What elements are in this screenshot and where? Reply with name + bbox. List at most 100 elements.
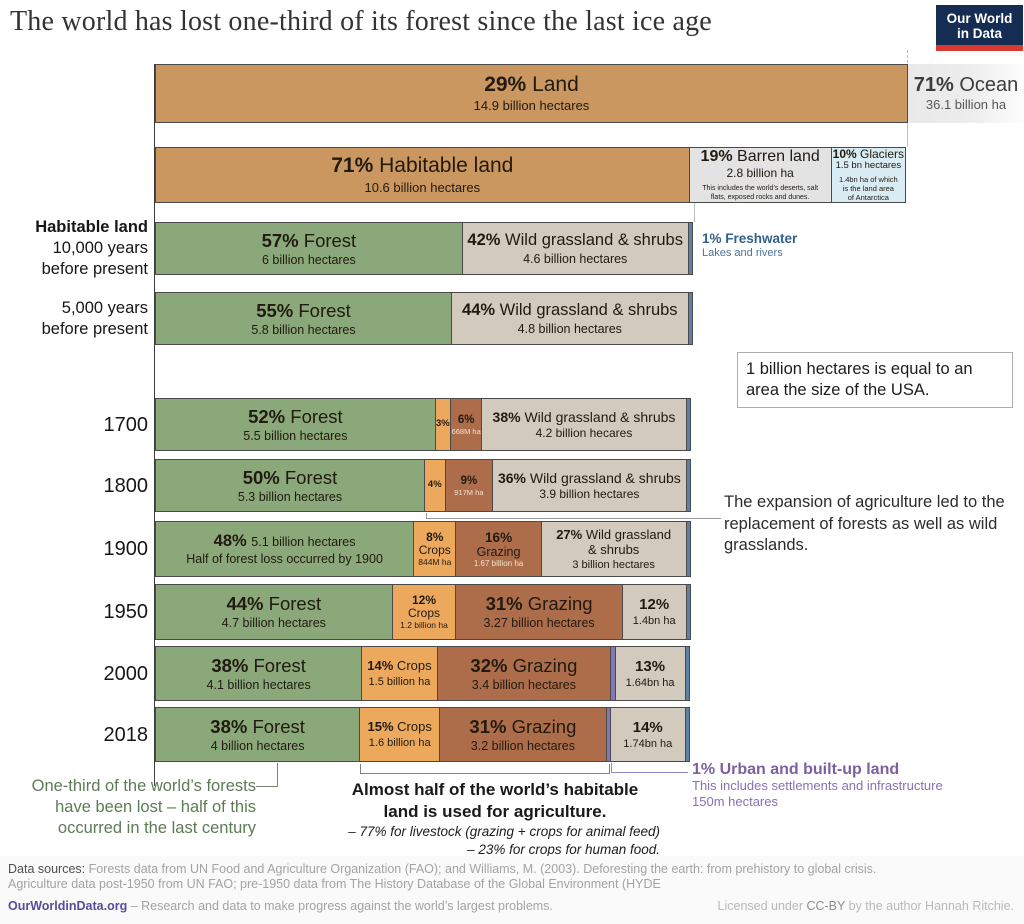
segment-line: 4.6 billion hectares <box>523 251 628 266</box>
segment-line: 52% Forest <box>248 405 343 427</box>
segment-line: 48% 5.1 billion hectares <box>213 531 356 550</box>
habitable-half-bullet: – 23% for crops for human food. <box>467 841 660 857</box>
expansion-note: The expansion of agriculture led to the … <box>724 493 1005 554</box>
urban-note: 1% Urban and built-up land This includes… <box>692 762 943 810</box>
bar-row-1900: 48% 5.1 billion hectares Half of forest l… <box>155 521 695 577</box>
forest-loss-note: One-third of the world’s forests have be… <box>8 776 256 839</box>
owid-site-link[interactable]: OurWorldinData.org <box>8 899 128 913</box>
segment-land-glacier: 10% Glaciers 1.5 bn hectares 1.4bn ha of w… <box>830 147 906 203</box>
segment-line: 2.8 billion ha <box>726 165 794 180</box>
axis-label-line: 1800 <box>103 474 149 497</box>
axis-label-2018: 2018 <box>0 723 149 747</box>
bar-row-1700: 52% Forest 5.5 billion hectares 3% 6% 668M h… <box>155 398 695 451</box>
segment-2018-wild: 14% 1.74bn ha <box>609 707 686 762</box>
segment-1900-fresh <box>685 521 691 577</box>
axis-label-line: before present <box>41 319 148 338</box>
segment-2000-fresh <box>684 646 690 701</box>
segment-line: Crops <box>418 542 451 557</box>
segment-1700-forest: 52% Forest 5.5 billion hectares <box>155 398 436 451</box>
guide-dashed-line <box>907 50 908 63</box>
segment-y10000-forest: 57% Forest 6 billion hectares <box>155 222 463 275</box>
footer: Data sources: Forests data from UN Food … <box>0 856 1024 924</box>
segment-line: 3 billion hectares <box>572 558 655 571</box>
segment-2018-crops: 15% Crops 1.6 billion ha <box>359 707 441 762</box>
forest-loss-connector-h <box>256 786 277 787</box>
segment-line: 1.5 billion ha <box>368 675 431 688</box>
forest-loss-connector-v <box>277 763 278 787</box>
segment-2018-forest: 38% Forest 4 billion hectares <box>155 707 361 762</box>
segment-line: 9% <box>460 474 478 487</box>
habitable-half-title: Almost half of the world’s habitable <box>351 780 639 799</box>
freshwater-sub: Lakes and rivers <box>702 247 783 259</box>
segment-line: 14% <box>632 718 663 736</box>
license-line: Licensed under CC-BY by the author Hanna… <box>718 899 1014 913</box>
segment-line: 14.9 billion hectares <box>473 98 590 114</box>
segment-1700-fresh <box>685 398 691 451</box>
segment-line: 31% Grazing <box>485 593 593 615</box>
data-sources-label: Data sources: <box>8 862 86 876</box>
segment-line: 12% <box>639 596 670 614</box>
guide-land-row-connector <box>907 123 908 147</box>
data-sources-line2: Agriculture data post-1950 from UN FAO; … <box>8 877 661 891</box>
segment-1800-graz: 9% 917M ha <box>444 459 494 512</box>
segment-line: 4 billion hectares <box>210 738 305 753</box>
owid-logo-line1: Our World <box>946 10 1013 26</box>
bar-row-2018: 38% Forest 4 billion hectares 15% Crops 1.6… <box>155 707 695 762</box>
axis-label-y5000: 5,000 years before present <box>0 298 148 340</box>
segment-line: 1.67 billion ha <box>473 558 524 568</box>
guide-habitable-row-connector <box>694 203 695 222</box>
axis-label-line: 1950 <box>103 601 149 623</box>
segment-line: 71% Ocean <box>913 74 1019 97</box>
segment-line: 44% Wild grassland & shrubs <box>462 300 678 319</box>
owid-logo-red-stripe <box>936 45 1023 51</box>
bar-row-2000: 38% Forest 4.1 billion hectares 14% Crops 1… <box>155 646 695 701</box>
segment-2000-forest: 38% Forest 4.1 billion hectares <box>155 646 363 701</box>
segment-1950-crops: 12% Crops 1.2 billion ha <box>391 584 457 640</box>
owid-logo-line2: in Data <box>956 25 1002 41</box>
segment-line: 5.5 billion hectares <box>243 428 348 443</box>
segment-1900-wild: 27% Wild grassland & shrubs 3 billion hect… <box>540 521 687 577</box>
segment-1900-graz: 16% Grazing 1.67 billion ha <box>455 521 542 577</box>
segment-line: 5.3 billion hectares <box>237 489 343 504</box>
segment-line: 1.74bn ha <box>623 737 673 750</box>
segment-2000-graz: 32% Grazing 3.4 billion hectares <box>436 646 612 701</box>
segment-line: 3.9 billion hectares <box>539 486 640 501</box>
segment-line: 29% Land <box>484 72 579 96</box>
segment-line: 4% <box>427 479 442 491</box>
bar-row-land: 71% Habitable land 10.6 billion hectares 1… <box>155 147 908 203</box>
axis-label-1950: 1950 <box>0 600 149 624</box>
segment-line: 3.2 billion hectares <box>470 738 575 753</box>
segment-y5000-fresh <box>687 292 693 345</box>
urban-note-sub: This includes settlements and infrastruc… <box>692 778 943 793</box>
expansion-connector-line <box>426 518 721 519</box>
axis-label-line: Habitable land <box>35 218 148 236</box>
segment-y5000-wild: 44% Wild grassland & shrubs 4.8 billion h… <box>451 292 689 345</box>
site-line: OurWorldinData.org – Research and data t… <box>8 899 553 913</box>
axis-label-line: 2018 <box>103 723 149 746</box>
habitable-half-note: Almost half of the world’s habitable lan… <box>330 779 660 858</box>
segment-surface-ocean: 71% Ocean 36.1 billion ha <box>908 64 1024 123</box>
urban-connector-v <box>611 763 612 773</box>
axis-label-line: before present <box>41 260 148 278</box>
segment-line: 14% Crops <box>367 657 432 673</box>
axis-label-line: 2000 <box>103 662 149 685</box>
segment-1950-forest: 44% Forest 4.7 billion hectares <box>155 584 393 640</box>
axis-label-1900: 1900 <box>0 537 149 561</box>
segment-line: 55% Forest <box>256 299 351 321</box>
segment-1700-wild: 38% Wild grassland & shrubs 4.2 billion h… <box>481 398 687 451</box>
segment-1800-crops: 4% <box>424 459 446 512</box>
license-post: by the author Hannah Ritchie. <box>845 899 1014 913</box>
owid-logo[interactable]: Our World in Data <box>936 5 1023 51</box>
bar-row-surface: 29% Land 14.9 billion hectares <box>155 64 908 123</box>
urban-connector-h <box>611 772 688 773</box>
site-tagline: – Research and data to make progress aga… <box>127 899 553 913</box>
segment-line: Crops <box>407 605 440 620</box>
axis-label-2000: 2000 <box>0 662 149 686</box>
segment-1950-fresh <box>685 584 691 640</box>
freshwater-title: 1% Freshwater <box>702 231 798 246</box>
segment-line: 50% Forest <box>242 466 338 488</box>
segment-line: 844M ha <box>418 556 452 567</box>
segment-2000-crops: 14% Crops 1.5 billion ha <box>361 646 438 701</box>
segment-line: 4.1 billion hectares <box>206 677 311 692</box>
